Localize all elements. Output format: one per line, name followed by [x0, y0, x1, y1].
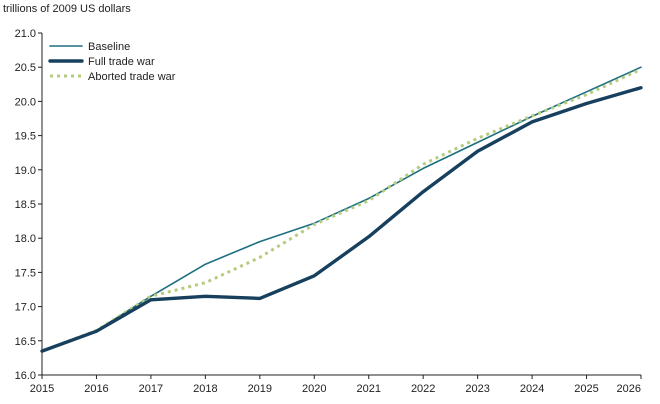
x-tick-label: 2015	[30, 383, 54, 395]
y-tick-label: 19.5	[15, 131, 36, 143]
x-tick-label: 2026	[617, 383, 641, 395]
x-tick-label: 2017	[139, 383, 163, 395]
y-tick-label: 20.5	[15, 62, 36, 74]
y-tick-label: 18.0	[15, 233, 36, 245]
x-tick-label: 2023	[465, 383, 489, 395]
series-line-full-trade-war	[40, 85, 643, 353]
x-tick-label: 2022	[411, 383, 435, 395]
y-tick-label: 17.5	[15, 267, 36, 279]
y-tick-label: 16.5	[15, 336, 36, 348]
x-tick-label: 2016	[84, 383, 108, 395]
y-tick-label: 20.0	[15, 96, 36, 108]
legend-label: Aborted trade war	[88, 71, 176, 83]
axes: 16.0 16.5 17.0 17.5 18.0 18.5 19.0 19.5 20.0 20.5…	[15, 28, 642, 395]
y-tick-label: 18.5	[15, 199, 36, 211]
y-tick-label: 21.0	[15, 28, 36, 40]
x-tick-label: 2025	[574, 383, 598, 395]
y-tick-label: 19.0	[15, 165, 36, 177]
legend: Baseline Full trade war Aborted trade war	[48, 41, 176, 83]
y-axis-unit-label: trillions of 2009 US dollars	[3, 3, 131, 15]
x-tick-label: 2021	[356, 383, 380, 395]
series-line-baseline	[41, 66, 642, 352]
x-tick-label: 2018	[193, 383, 217, 395]
x-tick-label: 2020	[302, 383, 326, 395]
legend-label: Baseline	[88, 41, 130, 53]
x-tick-label: 2019	[248, 383, 272, 395]
x-tick-label: 2024	[520, 383, 544, 395]
legend-label: Full trade war	[88, 56, 155, 68]
y-tick-label: 17.0	[15, 302, 36, 314]
series-lines	[40, 66, 643, 353]
y-tick-label: 16.0	[15, 370, 36, 382]
